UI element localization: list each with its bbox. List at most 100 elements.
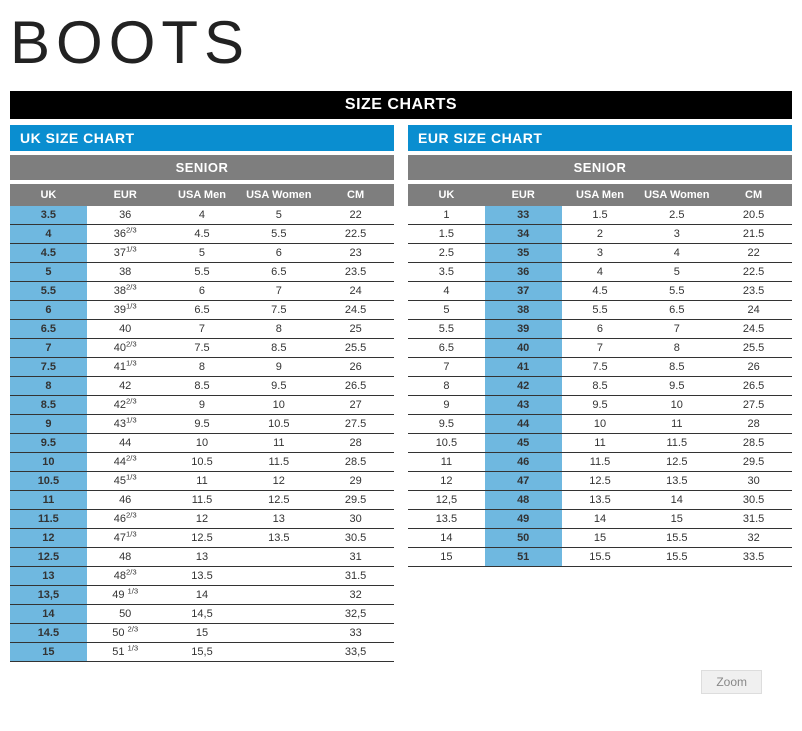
uk-col-header: EUR bbox=[87, 184, 164, 206]
table-cell: 13.5 bbox=[408, 510, 485, 529]
table-cell: 15 bbox=[164, 624, 241, 643]
table-cell: 6 bbox=[240, 244, 317, 263]
table-cell: 5 bbox=[10, 263, 87, 282]
table-row: 9439.51027.5 bbox=[408, 396, 792, 415]
table-cell: 12.5 bbox=[240, 491, 317, 510]
table-cell: 23.5 bbox=[715, 282, 792, 301]
table-cell: 8 bbox=[240, 320, 317, 339]
table-cell: 48 bbox=[485, 491, 562, 510]
table-cell: 24 bbox=[317, 282, 394, 301]
table-cell: 4.5 bbox=[164, 225, 241, 244]
table-cell: 391/3 bbox=[87, 301, 164, 320]
table-cell: 12.5 bbox=[562, 472, 639, 491]
table-cell: 9.5 bbox=[10, 434, 87, 453]
table-cell: 46 bbox=[87, 491, 164, 510]
table-cell: 10 bbox=[240, 396, 317, 415]
table-cell: 10 bbox=[164, 434, 241, 453]
table-cell: 33 bbox=[317, 624, 394, 643]
table-row: 3.5364522.5 bbox=[408, 263, 792, 282]
table-cell: 30 bbox=[715, 472, 792, 491]
uk-senior-label: SENIOR bbox=[10, 155, 394, 180]
table-cell: 362/3 bbox=[87, 225, 164, 244]
table-row: 114611.512.529.5 bbox=[408, 453, 792, 472]
table-cell: 8.5 bbox=[164, 377, 241, 396]
table-cell: 30.5 bbox=[715, 491, 792, 510]
table-cell: 8.5 bbox=[10, 396, 87, 415]
table-cell: 50 2/3 bbox=[87, 624, 164, 643]
uk-col-header: CM bbox=[317, 184, 394, 206]
table-cell: 7 bbox=[164, 320, 241, 339]
table-cell: 411/3 bbox=[87, 358, 164, 377]
table-cell: 7.5 bbox=[164, 339, 241, 358]
table-cell: 7 bbox=[10, 339, 87, 358]
table-cell: 21.5 bbox=[715, 225, 792, 244]
table-row: 2.5353422 bbox=[408, 244, 792, 263]
eur-size-chart: EUR SIZE CHART SENIOR UKEURUSA MenUSA Wo… bbox=[408, 125, 792, 662]
table-cell: 10.5 bbox=[10, 472, 87, 491]
table-row: 6391/36.57.524.5 bbox=[10, 301, 394, 320]
table-cell: 482/3 bbox=[87, 567, 164, 586]
table-cell: 9.5 bbox=[408, 415, 485, 434]
table-cell: 13.5 bbox=[240, 529, 317, 548]
table-cell: 13 bbox=[240, 510, 317, 529]
table-cell: 24.5 bbox=[715, 320, 792, 339]
table-cell: 9 bbox=[240, 358, 317, 377]
table-cell: 28 bbox=[317, 434, 394, 453]
table-cell: 5 bbox=[164, 244, 241, 263]
table-cell: 41 bbox=[485, 358, 562, 377]
table-cell: 8.5 bbox=[562, 377, 639, 396]
zoom-button[interactable]: Zoom bbox=[701, 670, 762, 694]
table-row: 10.5451111.528.5 bbox=[408, 434, 792, 453]
table-row: 3.5364522 bbox=[10, 206, 394, 225]
table-row: 155115.515.533.5 bbox=[408, 548, 792, 567]
table-cell: 12 bbox=[10, 529, 87, 548]
table-row: 145014,532,5 bbox=[10, 605, 394, 624]
table-cell: 6.5 bbox=[638, 301, 715, 320]
table-cell: 36 bbox=[485, 263, 562, 282]
table-cell: 8 bbox=[638, 339, 715, 358]
table-row: 114611.512.529.5 bbox=[10, 491, 394, 510]
table-cell: 5.5 bbox=[164, 263, 241, 282]
table-cell: 28 bbox=[715, 415, 792, 434]
table-cell: 471/3 bbox=[87, 529, 164, 548]
table-cell: 6 bbox=[562, 320, 639, 339]
table-cell bbox=[240, 586, 317, 605]
table-cell: 26.5 bbox=[317, 377, 394, 396]
table-row: 124712.513.530 bbox=[408, 472, 792, 491]
table-cell: 49 1/3 bbox=[87, 586, 164, 605]
table-cell: 28.5 bbox=[715, 434, 792, 453]
table-cell: 4 bbox=[408, 282, 485, 301]
table-cell: 10 bbox=[10, 453, 87, 472]
table-row: 6.5407825.5 bbox=[408, 339, 792, 358]
table-cell: 9.5 bbox=[562, 396, 639, 415]
table-row: 4.5371/35623 bbox=[10, 244, 394, 263]
table-cell bbox=[240, 605, 317, 624]
table-cell: 371/3 bbox=[87, 244, 164, 263]
table-cell: 8 bbox=[164, 358, 241, 377]
uk-col-header: USA Women bbox=[240, 184, 317, 206]
table-row: 1331.52.520.5 bbox=[408, 206, 792, 225]
table-cell: 39 bbox=[485, 320, 562, 339]
table-row: 11.5462/3121330 bbox=[10, 510, 394, 529]
table-cell: 6 bbox=[10, 301, 87, 320]
table-cell: 13.5 bbox=[562, 491, 639, 510]
table-cell: 38 bbox=[87, 263, 164, 282]
table-cell: 13 bbox=[10, 567, 87, 586]
table-cell: 15 bbox=[638, 510, 715, 529]
table-cell: 24.5 bbox=[317, 301, 394, 320]
table-row: 9431/39.510.527.5 bbox=[10, 415, 394, 434]
table-cell: 7 bbox=[240, 282, 317, 301]
table-cell: 24 bbox=[715, 301, 792, 320]
table-cell: 4 bbox=[164, 206, 241, 225]
table-cell: 7.5 bbox=[10, 358, 87, 377]
table-cell: 14 bbox=[562, 510, 639, 529]
table-row: 5.5382/36724 bbox=[10, 282, 394, 301]
table-cell: 402/3 bbox=[87, 339, 164, 358]
table-cell: 15,5 bbox=[164, 643, 241, 662]
table-row: 7402/37.58.525.5 bbox=[10, 339, 394, 358]
table-cell: 20.5 bbox=[715, 206, 792, 225]
table-cell: 14.5 bbox=[10, 624, 87, 643]
table-cell: 15.5 bbox=[638, 548, 715, 567]
table-row: 7.5411/38926 bbox=[10, 358, 394, 377]
table-cell: 12.5 bbox=[164, 529, 241, 548]
